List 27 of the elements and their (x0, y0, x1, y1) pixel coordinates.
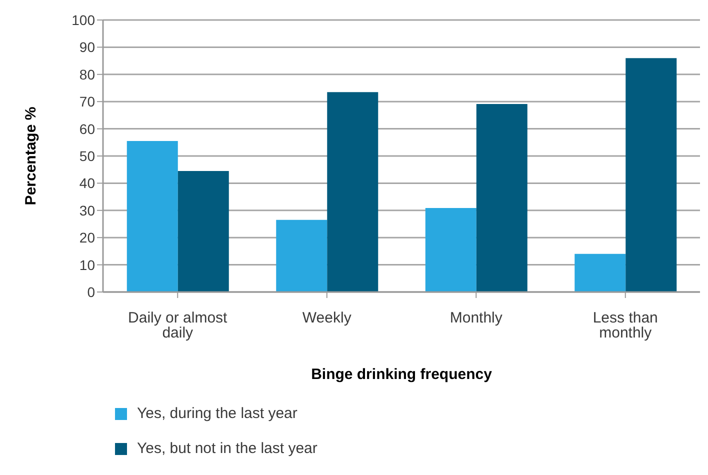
x-axis-title: Binge drinking frequency (311, 366, 493, 383)
y-tick-label: 60 (79, 120, 96, 137)
y-tick-label: 100 (72, 12, 96, 28)
bar (126, 141, 178, 292)
x-tick-label: Less than monthly (592, 310, 658, 342)
y-tick-label: 80 (79, 66, 96, 82)
x-tick-label: Weekly (302, 310, 352, 327)
bar (178, 170, 229, 292)
y-tick-label: 20 (79, 230, 96, 246)
y-tick-label: 70 (79, 94, 96, 110)
legend-label: Yes, during the last year (137, 405, 298, 422)
y-tick-label: 30 (79, 202, 96, 218)
x-tick-label: Monthly (450, 310, 503, 327)
y-tick-label: 40 (79, 175, 96, 192)
y-tick-label: 50 (79, 148, 96, 164)
y-tick-label: 10 (79, 256, 96, 273)
y-axis-title: Percentage % (22, 106, 40, 206)
bar (327, 92, 378, 292)
bar (276, 220, 328, 292)
x-tick-label: Daily or almost daily (128, 310, 228, 342)
bar (574, 254, 626, 292)
bar (626, 58, 677, 292)
y-tick-label: 90 (79, 39, 96, 56)
bar (425, 208, 476, 292)
bar (476, 104, 528, 292)
legend-label: Yes, but not in the last year (137, 440, 318, 457)
y-tick-label: 0 (87, 284, 96, 300)
